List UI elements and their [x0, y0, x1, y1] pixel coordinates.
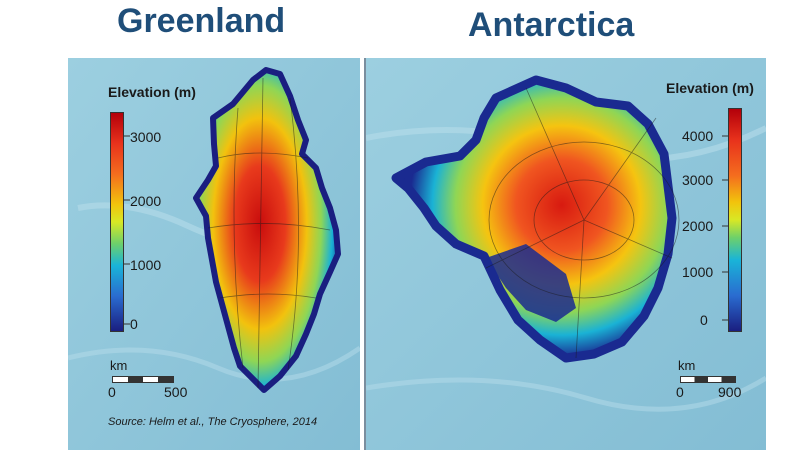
antarctica-colorbar-title: Elevation (m) [666, 80, 754, 96]
greenland-landmass [193, 67, 341, 393]
greenland-colorbar [110, 112, 124, 332]
greenland-tick-0: 0 [130, 316, 138, 332]
antarctica-tick-4000: 4000 [682, 128, 714, 144]
greenland-title: Greenland [117, 2, 286, 40]
antarctica-tick-0: 0 [700, 312, 708, 328]
greenland-scale-unit: km [110, 358, 128, 373]
greenland-scale-bar [112, 376, 174, 383]
greenland-tick-3000: 3000 [130, 129, 162, 145]
panel-divider [364, 58, 366, 450]
antarctica-colorbar [728, 108, 742, 332]
source-citation: Source: Helm et al., The Cryosphere, 201… [108, 416, 318, 428]
antarctica-scale-max: 900 [718, 384, 742, 400]
antarctica-tick-2000: 2000 [682, 218, 714, 234]
antarctica-map-panel: Elevation (m) 4000 3000 2000 1000 0 km 0… [366, 58, 766, 450]
greenland-scale-max: 500 [164, 384, 188, 400]
antarctica-tick-3000: 3000 [682, 172, 714, 188]
antarctica-scale-unit: km [678, 358, 696, 373]
greenland-tick-2000: 2000 [130, 193, 162, 209]
ross-ice-shelf [486, 244, 576, 322]
greenland-map-panel: Elevation (m) 3000 2000 1000 0 km 0 500 … [68, 58, 360, 450]
greenland-scale-min: 0 [108, 384, 116, 400]
antarctica-tick-1000: 1000 [682, 264, 714, 280]
greenland-tick-1000: 1000 [130, 257, 162, 273]
antarctica-scale-bar [680, 376, 736, 383]
antarctica-scale-min: 0 [676, 384, 684, 400]
greenland-map [68, 58, 360, 450]
antarctica-colorbar-ticks [722, 135, 728, 321]
greenland-colorbar-title: Elevation (m) [108, 84, 196, 100]
antarctica-map [366, 58, 766, 450]
antarctica-title: Antarctica [468, 6, 635, 44]
greenland-colorbar-ticks [124, 135, 130, 325]
